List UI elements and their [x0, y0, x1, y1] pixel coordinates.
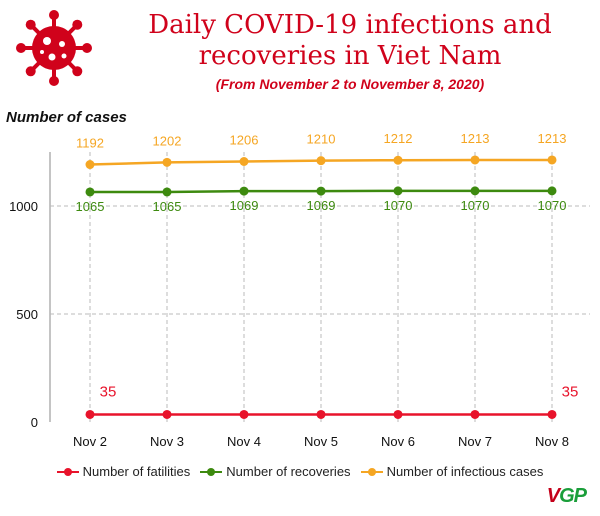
data-label-infections: 1212	[384, 131, 413, 146]
data-label-recoveries: 1070	[461, 198, 490, 213]
data-point-infections	[393, 155, 403, 165]
x-tick-label: Nov 7	[458, 434, 492, 449]
data-label-infections: 1206	[230, 133, 259, 148]
data-point-fatalities	[316, 409, 326, 419]
legend-marker-recoveries	[200, 467, 223, 476]
legend-marker-infections	[360, 467, 383, 476]
data-point-recoveries	[85, 187, 95, 197]
chart-title: Daily COVID-19 infections and recoveries…	[110, 10, 590, 72]
data-label-fatalities: 35	[100, 383, 117, 400]
data-label-recoveries: 1069	[307, 198, 336, 213]
data-point-infections	[547, 155, 557, 165]
chart-title-line2: recoveries in Viet Nam	[198, 41, 502, 71]
y-axis-title: Number of cases	[6, 109, 127, 126]
data-point-recoveries	[547, 186, 557, 196]
chart-subtitle: (From November 2 to November 8, 2020)	[215, 76, 485, 92]
data-label-recoveries: 1069	[230, 198, 259, 213]
data-point-infections	[470, 155, 480, 165]
chart-title-line1: Daily COVID-19 infections and	[148, 10, 552, 40]
y-tick-label: 500	[16, 307, 38, 322]
y-tick-label: 0	[31, 415, 38, 430]
data-point-fatalities	[85, 409, 95, 419]
data-label-infections: 1213	[461, 131, 490, 146]
data-label-infections: 1192	[76, 136, 104, 151]
data-label-infections: 1202	[153, 133, 182, 148]
virus-icon	[16, 10, 92, 86]
legend-item-fatalities[interactable]: Number of fatilities	[56, 464, 191, 479]
data-point-recoveries	[316, 186, 326, 196]
legend: Number of fatilities Number of recoverie…	[0, 464, 600, 479]
y-tick-label: 1000	[9, 199, 38, 214]
legend-label-recoveries: Number of recoveries	[226, 464, 351, 479]
legend-marker-fatalities	[56, 467, 79, 476]
data-point-infections	[85, 160, 95, 170]
data-point-infections	[162, 157, 172, 167]
x-tick-label: Nov 6	[381, 434, 415, 449]
x-tick-label: Nov 2	[73, 434, 107, 449]
data-point-recoveries	[470, 186, 480, 196]
data-point-fatalities	[393, 409, 403, 419]
legend-item-infections[interactable]: Number of infectious cases	[360, 464, 544, 479]
logo-text-v: V	[546, 485, 560, 507]
data-label-fatalities: 35	[562, 383, 579, 400]
data-label-recoveries: 1065	[153, 199, 182, 214]
legend-label-infections: Number of infectious cases	[386, 464, 544, 479]
x-tick-label: Nov 4	[227, 434, 261, 449]
x-tick-label: Nov 8	[535, 434, 569, 449]
data-point-recoveries	[239, 186, 249, 196]
x-tick-label: Nov 3	[150, 434, 184, 449]
data-point-recoveries	[393, 186, 403, 196]
data-point-fatalities	[162, 409, 172, 419]
data-point-recoveries	[162, 187, 172, 197]
data-label-recoveries: 1065	[76, 199, 105, 214]
data-point-fatalities	[470, 409, 480, 419]
data-label-recoveries: 1070	[384, 198, 413, 213]
vgp-logo: VGP	[546, 485, 587, 508]
legend-label-fatalities: Number of fatilities	[82, 464, 191, 479]
data-point-infections	[239, 157, 249, 167]
data-point-fatalities	[239, 409, 249, 419]
x-tick-label: Nov 5	[304, 434, 338, 449]
data-label-recoveries: 1070	[538, 198, 567, 213]
data-label-infections: 1210	[307, 132, 336, 147]
logo-text-gp: GP	[559, 485, 587, 507]
data-point-fatalities	[547, 409, 557, 419]
legend-item-recoveries[interactable]: Number of recoveries	[200, 464, 351, 479]
data-label-infections: 1213	[538, 131, 567, 146]
data-point-infections	[316, 156, 326, 166]
